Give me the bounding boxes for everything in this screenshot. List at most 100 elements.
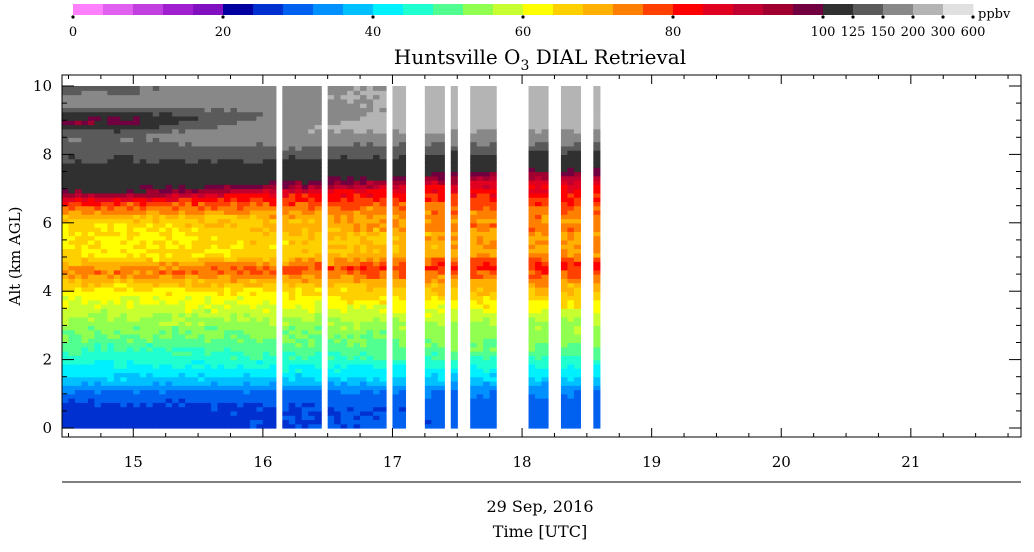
heatmap-cell — [249, 389, 257, 395]
heatmap-cell — [152, 162, 160, 168]
heatmap-cell — [282, 282, 290, 288]
heatmap-cell — [74, 261, 83, 267]
heatmap-cell — [185, 227, 193, 232]
heatmap-cell — [541, 325, 549, 331]
heatmap-cell — [483, 111, 491, 117]
heatmap-cell — [191, 133, 199, 138]
heatmap-cell — [256, 316, 264, 322]
heatmap-cell — [334, 145, 342, 151]
heatmap-cell — [223, 214, 232, 220]
heatmap-cell — [68, 299, 76, 305]
heatmap-cell — [152, 406, 160, 412]
heatmap-cell — [373, 244, 381, 250]
heatmap-cell — [146, 385, 154, 391]
heatmap-cell — [100, 137, 108, 143]
heatmap-cell — [288, 184, 296, 190]
heatmap-cell — [87, 184, 95, 190]
heatmap-cell — [62, 291, 70, 297]
heatmap-cell — [347, 385, 355, 391]
heatmap-cell — [483, 86, 491, 91]
heatmap-cell — [94, 423, 102, 429]
heatmap-cell — [476, 150, 484, 155]
heatmap-cell — [437, 150, 445, 155]
heatmap-cell — [269, 304, 277, 309]
heatmap-cell — [211, 205, 219, 211]
heatmap-cell — [366, 368, 374, 374]
heatmap-cell — [431, 368, 439, 374]
heatmap-cell — [217, 274, 225, 279]
heatmap-cell — [81, 192, 89, 198]
heatmap-cell — [107, 90, 115, 96]
heatmap-cell — [366, 180, 374, 185]
heatmap-cell — [424, 244, 432, 250]
heatmap-cell — [295, 201, 303, 207]
heatmap-cell — [230, 227, 238, 232]
heatmap-cell — [113, 274, 121, 279]
heatmap-cell — [424, 120, 432, 126]
heatmap-cell — [541, 111, 549, 117]
heatmap-cell — [172, 162, 180, 168]
heatmap-cell — [353, 389, 361, 395]
heatmap-cell — [146, 175, 154, 181]
heatmap-cell — [165, 124, 173, 130]
heatmap-cell — [347, 346, 355, 352]
heatmap-cell — [437, 304, 445, 309]
heatmap-cell — [68, 184, 76, 190]
heatmap-cell — [68, 205, 76, 211]
heatmap-cell — [282, 423, 290, 429]
heatmap-cell — [450, 184, 458, 190]
heatmap-cell — [308, 304, 316, 309]
heatmap-cell — [373, 282, 381, 288]
heatmap-cell — [217, 192, 225, 198]
heatmap-cell — [100, 133, 108, 138]
heatmap-cell — [223, 133, 232, 138]
heatmap-cell — [269, 141, 277, 147]
heatmap-cell — [211, 372, 219, 378]
heatmap-cell — [211, 175, 219, 181]
heatmap-cell — [327, 355, 335, 361]
heatmap-cell — [373, 385, 381, 391]
heatmap-cell — [541, 385, 549, 391]
heatmap-cell — [133, 351, 141, 356]
heatmap-cell — [483, 316, 491, 322]
heatmap-cell — [301, 295, 309, 301]
heatmap-cell — [120, 150, 128, 155]
heatmap-cell — [431, 167, 439, 173]
heatmap-cell — [450, 415, 458, 421]
heatmap-cell — [483, 393, 491, 399]
heatmap-cell — [133, 359, 141, 365]
heatmap-cell — [450, 167, 458, 173]
heatmap-cell — [146, 419, 154, 425]
heatmap-cell — [314, 145, 322, 151]
heatmap-cell — [139, 214, 147, 220]
heatmap-cell — [353, 410, 361, 416]
heatmap-cell — [100, 154, 108, 160]
heatmap-cell — [366, 145, 374, 151]
heatmap-cell — [470, 222, 478, 228]
heatmap-cell — [314, 338, 322, 344]
heatmap-cell — [139, 355, 147, 361]
heatmap-cell — [87, 98, 95, 104]
heatmap-cell — [100, 312, 108, 318]
heatmap-cell — [204, 316, 212, 322]
heatmap-cell — [211, 359, 219, 365]
heatmap-cell — [340, 252, 348, 258]
heatmap-cell — [483, 90, 491, 96]
heatmap-cell — [146, 184, 154, 190]
heatmap-cell — [327, 98, 335, 104]
heatmap-cell — [94, 158, 102, 164]
heatmap-cell — [107, 402, 115, 408]
heatmap-cell — [541, 368, 549, 374]
heatmap-cell — [152, 329, 160, 335]
heatmap-cell — [243, 304, 251, 309]
heatmap-cell — [347, 227, 355, 232]
heatmap-cell — [314, 274, 322, 279]
heatmap-cell — [295, 419, 303, 425]
heatmap-cell — [133, 214, 141, 220]
heatmap-cell — [437, 389, 445, 395]
heatmap-cell — [560, 214, 569, 220]
heatmap-cell — [535, 308, 543, 314]
heatmap-cell — [185, 257, 193, 262]
heatmap-cell — [476, 115, 484, 121]
heatmap-cell — [107, 115, 115, 121]
